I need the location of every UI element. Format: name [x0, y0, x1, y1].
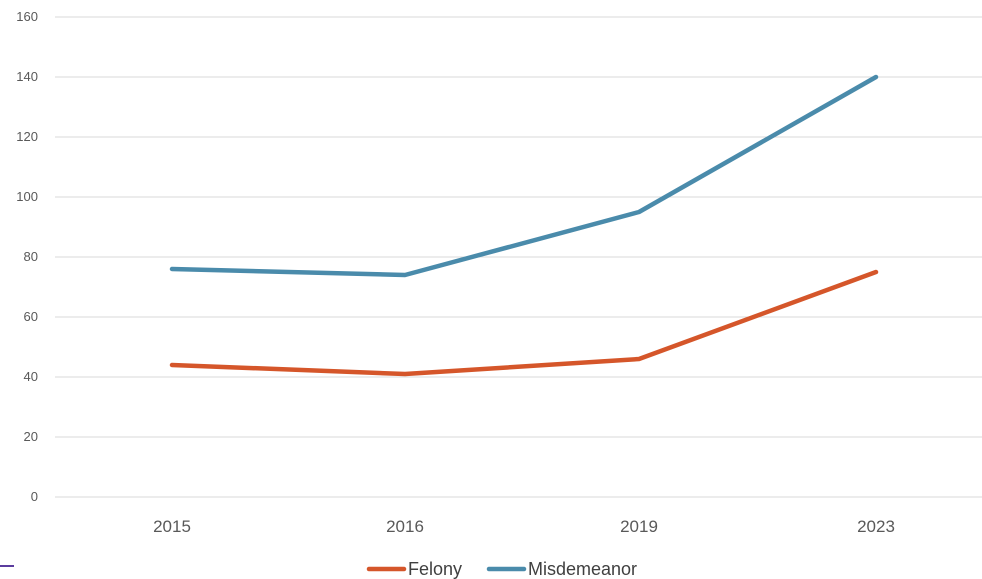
y-axis-ticks: 0 20 40 60 80 100 120 140 160: [16, 9, 38, 504]
series-line-felony: [169, 269, 879, 377]
x-tick-label: 2019: [620, 517, 658, 536]
y-tick-label: 140: [16, 69, 38, 84]
y-tick-label: 20: [24, 429, 38, 444]
y-tick-label: 120: [16, 129, 38, 144]
legend-label-misdemeanor: Misdemeanor: [528, 559, 637, 579]
gridlines: [55, 16, 982, 498]
series-line-misdemeanor: [169, 74, 879, 278]
y-tick-label: 100: [16, 189, 38, 204]
y-tick-label: 60: [24, 309, 38, 324]
y-tick-label: 0: [31, 489, 38, 504]
legend: Felony Misdemeanor: [366, 559, 637, 579]
series-lines: [169, 74, 879, 377]
y-tick-label: 40: [24, 369, 38, 384]
x-axis-ticks: 2015 2016 2019 2023: [153, 517, 895, 536]
y-tick-label: 160: [16, 9, 38, 24]
x-tick-label: 2015: [153, 517, 191, 536]
x-tick-label: 2016: [386, 517, 424, 536]
y-tick-label: 80: [24, 249, 38, 264]
corner-mark: [0, 565, 14, 567]
x-tick-label: 2023: [857, 517, 895, 536]
legend-label-felony: Felony: [408, 559, 462, 579]
